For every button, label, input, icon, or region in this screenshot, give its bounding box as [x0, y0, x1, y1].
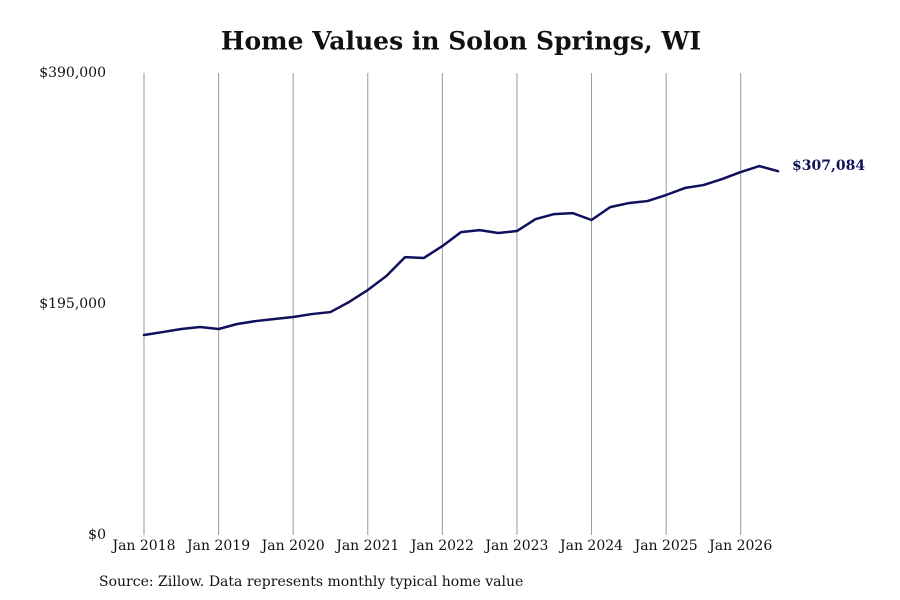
y-tick-label: $390,000 — [39, 65, 106, 81]
x-tick-label: Jan 2025 — [633, 538, 698, 554]
end-label: $307,084 — [792, 158, 865, 174]
source-note: Source: Zillow. Data represents monthly … — [99, 574, 523, 590]
x-tick-label: Jan 2026 — [707, 538, 772, 554]
x-tick-label: Jan 2022 — [409, 538, 474, 554]
y-tick-label: $0 — [88, 527, 106, 543]
x-tick-label: Jan 2024 — [558, 538, 623, 554]
line-series — [142, 164, 780, 337]
x-tick-label: Jan 2019 — [185, 538, 250, 554]
x-tick-label: Jan 2021 — [334, 538, 399, 554]
chart-title: Home Values in Solon Springs, WI — [221, 27, 701, 56]
x-tick-label: Jan 2018 — [110, 538, 175, 554]
y-tick-label: $195,000 — [39, 296, 106, 312]
x-tick-label: Jan 2023 — [483, 538, 548, 554]
x-tick-label: Jan 2020 — [260, 538, 325, 554]
